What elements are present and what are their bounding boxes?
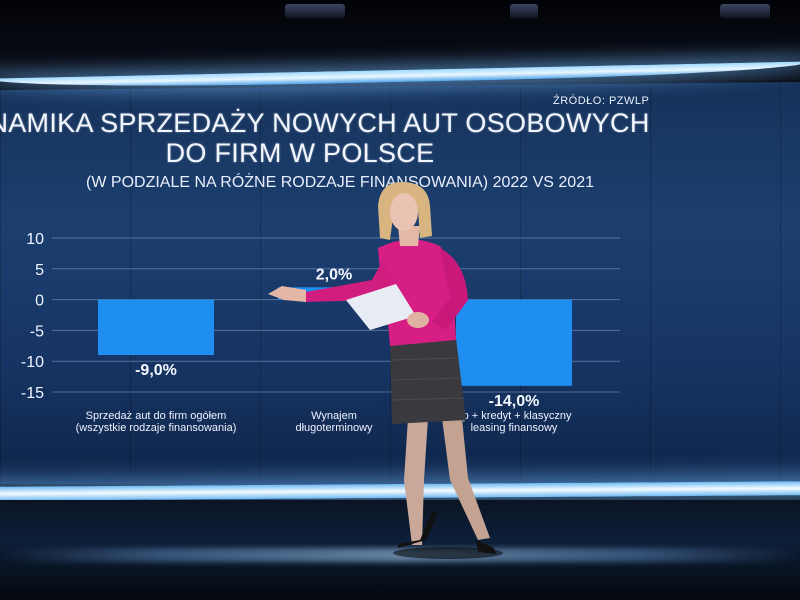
bar-value-label: 2,0% [316,266,352,283]
y-tick-label: 0 [35,293,44,310]
source-label: ŹRÓDŁO: PZWLP [553,95,650,107]
presenter-left-shoe [398,512,438,548]
bar [98,299,214,356]
y-tick-label: -5 [30,323,44,340]
presenter-holding-hand [407,312,429,328]
presenter-hair [378,182,432,240]
presenter-neck [398,226,420,246]
ceiling-lamp [285,4,345,18]
presenter-right-leg [442,418,490,540]
studio-ceiling [0,0,800,80]
y-tick-label: 10 [26,231,44,248]
category-label: up + kredyt + klasyczny [457,410,572,422]
presenter-left-arm [304,258,392,302]
presenter-papers [346,284,416,330]
presenter-skirt [390,338,466,424]
category-label: Sprzedaż aut do firm ogółem [86,410,227,422]
presenter-right-arm [432,248,468,330]
category-label: długoterminowy [295,422,373,434]
chart-value-labels: -9,0% 2,0% -14,0% [135,266,539,410]
chart-title-line1: DYNAMIKA SPRZEDAŻY NOWYCH AUT OSOBOWYCH [0,108,650,138]
bar-value-label: -14,0% [489,393,540,410]
chart-subtitle: (W PODZIALE NA RÓŻNE RODZAJE FINANSOWANI… [86,174,594,191]
bar-value-label: -9,0% [135,362,177,379]
ceiling-lamp [510,4,538,18]
presenter-face [390,193,418,231]
y-tick-label: -10 [21,354,44,371]
presenter-right-shoe [476,540,496,554]
presenter-floor-shadow [393,547,503,559]
category-label: Wynajem [311,410,357,422]
y-tick-label: -15 [21,385,44,402]
y-tick-label: 5 [35,262,44,279]
y-axis-ticks: 10 5 0 -5 -10 -15 [21,231,44,402]
category-label: (wszystkie rodzaje finansowania) [76,422,237,434]
ceiling-lamp [720,4,770,18]
bar [456,299,572,386]
chart-title-line2: DO FIRM W POLSCE [165,138,435,168]
skirt-texture [390,357,465,401]
category-label: leasing finansowy [471,422,558,434]
presenter-pointing-hand [268,286,306,302]
presenter-left-leg [404,418,428,545]
chart-category-labels: Sprzedaż aut do firm ogółem(wszystkie ro… [76,410,572,434]
